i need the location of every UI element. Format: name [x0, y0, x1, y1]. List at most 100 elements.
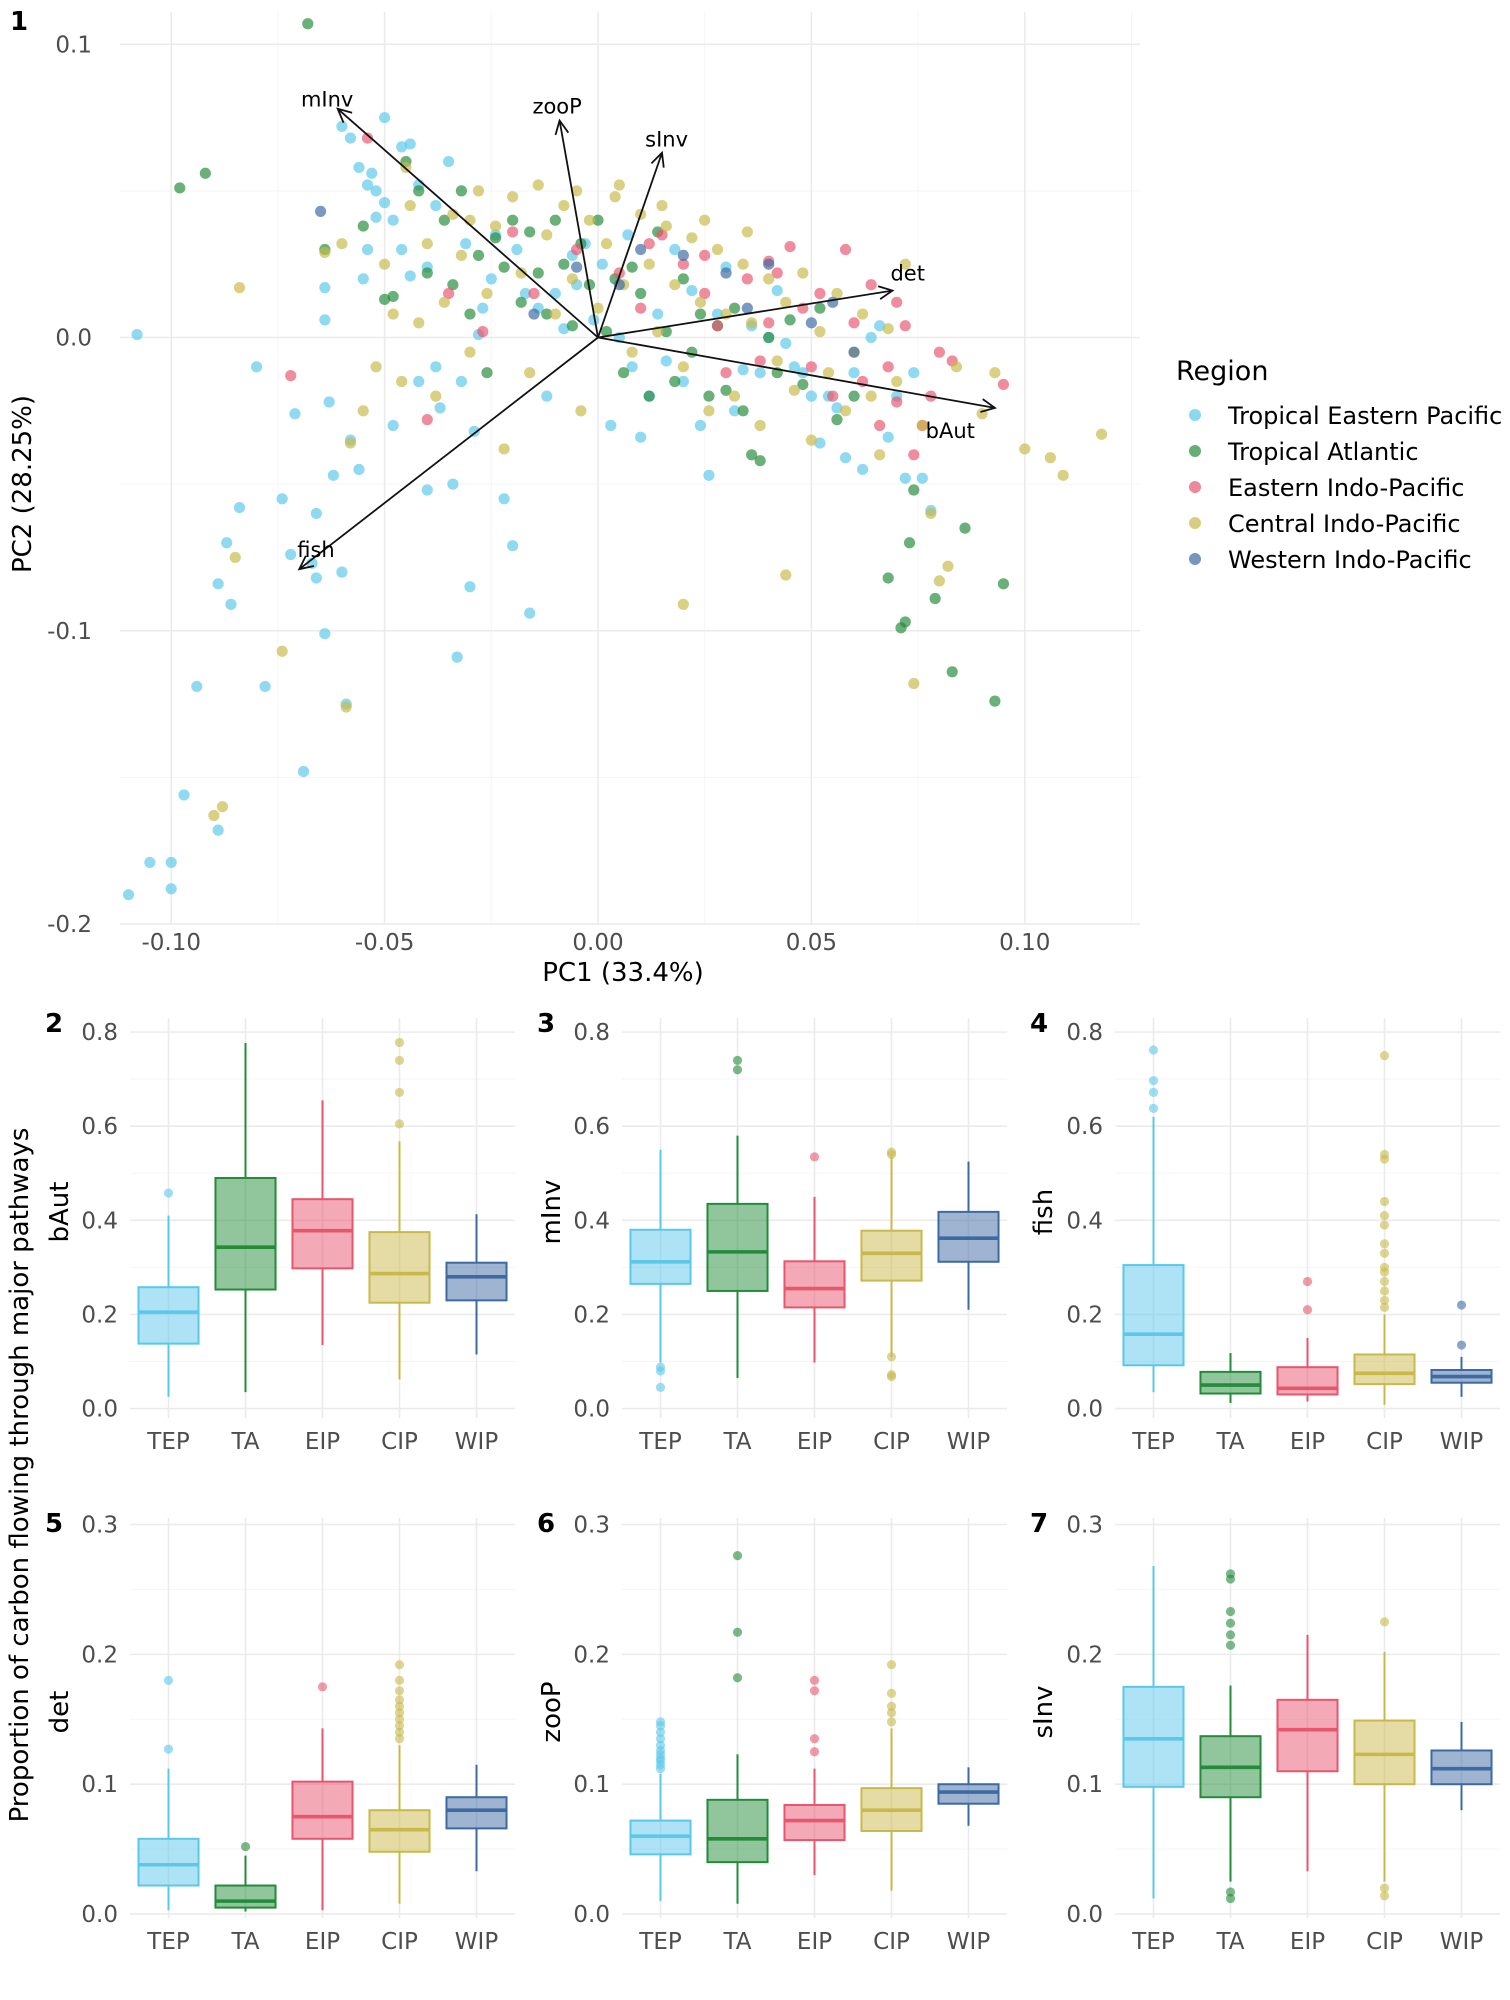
boxplot-panel-det: 5 det 0.0 0.1 0.2 0.3 TEP TA EIP CIP WIP: [45, 1509, 515, 1955]
box-eip: [291, 1198, 354, 1270]
outlier-ta: [240, 1841, 251, 1852]
panel-label-4: 4: [1030, 1009, 1048, 1039]
pca-point-tep: [379, 197, 391, 209]
outlier-cip: [1379, 1196, 1390, 1207]
legend-swatch-wip: [1189, 553, 1201, 565]
outlier-tep: [1148, 1103, 1159, 1113]
outlier-cip: [394, 1708, 405, 1718]
box-cip: [368, 1231, 431, 1304]
boxplot-panel-fish: 4 fish 0.0 0.2 0.4 0.6 0.8 TEP TA EIP CIP WIP: [1029, 1009, 1500, 1455]
outlier-eip: [809, 1152, 820, 1162]
outlier-tep: [1148, 1075, 1159, 1086]
outlier-tep: [655, 1382, 666, 1393]
pca-point-cip: [711, 243, 724, 256]
pca-point-ta: [455, 185, 468, 197]
pca-point-tep: [477, 302, 489, 314]
pca-point-tep: [485, 273, 497, 285]
pca-point-tep: [379, 111, 391, 124]
outlier-cip: [886, 1701, 897, 1711]
pca-point-eip: [677, 258, 689, 270]
pca-point-eip: [771, 267, 783, 279]
category-label-eip: EIP: [305, 1929, 340, 1955]
pca-point-tep: [677, 375, 689, 388]
pca-point-eip: [827, 390, 839, 402]
loading-label-mInv: mInv: [301, 88, 353, 112]
loading-arrowhead-mInv: [336, 107, 353, 123]
pca-point-cip: [1019, 443, 1031, 455]
pca-point-cip: [455, 249, 468, 261]
outlier-cip: [1379, 1883, 1390, 1893]
pca-point-tep: [344, 132, 357, 144]
panel-label-3: 3: [537, 1009, 555, 1039]
pca-point-ta: [746, 449, 758, 461]
boxplot-y-tick-label: 0.6: [81, 1114, 118, 1140]
pca-point-cip: [950, 361, 963, 373]
pca-point-tep: [361, 243, 374, 256]
pca-point-ta: [549, 214, 561, 226]
outlier-cip: [394, 1695, 405, 1705]
pca-point-cip: [686, 232, 698, 244]
outlier-eip: [809, 1747, 820, 1757]
pca-point-ta: [763, 331, 775, 344]
outlier-tep: [163, 1744, 174, 1754]
pca-point-wip: [571, 261, 583, 273]
pca-point-cip: [660, 220, 672, 232]
loading-arrow-det: [597, 289, 893, 339]
pca-point-cip: [677, 598, 689, 610]
pca-point-ta: [421, 267, 433, 279]
outlier-cip: [886, 1708, 897, 1718]
pca-point-ta: [814, 302, 826, 314]
pca-point-cip: [874, 449, 886, 461]
pca-point-cip: [780, 296, 792, 308]
boxplot-y-tick-label: 0.0: [573, 1397, 610, 1423]
outlier-eip: [809, 1686, 820, 1696]
pca-point-ta: [694, 308, 707, 320]
boxplot-y-title-bAut: bAut: [45, 1182, 75, 1243]
legend-label-eip: Eastern Indo-Pacific: [1228, 474, 1464, 502]
pca-point-tep: [310, 507, 322, 520]
category-label-ta: TA: [1216, 1429, 1245, 1455]
pca-point-cip: [754, 419, 766, 432]
category-label-eip: EIP: [1290, 1929, 1325, 1955]
outlier-ta: [732, 1055, 743, 1065]
outlier-tep: [1148, 1087, 1159, 1097]
pca-point-ta: [686, 346, 698, 358]
pca-point-tep: [498, 493, 510, 505]
boxplot-y-title-fish: fish: [1029, 1189, 1059, 1235]
legend-label-wip: Western Indo-Pacific: [1228, 546, 1472, 574]
pca-point-cip: [481, 287, 493, 300]
pca-point-eip: [865, 279, 877, 291]
pca-point-tep: [558, 323, 570, 335]
outlier-cip: [394, 1714, 405, 1724]
outlier-ta: [1225, 1887, 1236, 1897]
panel-label-1: 1: [10, 7, 28, 37]
boxplot-y-tick-label: 0.1: [81, 1772, 118, 1798]
outlier-cip: [1379, 1891, 1390, 1901]
pca-point-eip: [507, 226, 519, 238]
pca-point-cip: [404, 199, 416, 212]
pca-y-tick-label: 0.0: [55, 326, 92, 352]
category-label-cip: CIP: [873, 1429, 910, 1455]
loading-arrowhead-fish: [297, 555, 315, 571]
pca-point-cip: [771, 355, 783, 367]
pca-point-cip: [336, 238, 348, 250]
category-label-tep: TEP: [1131, 1429, 1175, 1455]
outlier-cip: [394, 1701, 405, 1711]
pca-point-cip: [357, 405, 369, 417]
outlier-cip: [1379, 1239, 1390, 1249]
pca-point-tep: [839, 452, 852, 464]
loading-arrowhead-det: [877, 285, 895, 300]
pca-point-cip: [989, 367, 1001, 379]
pca-point-tep: [327, 469, 339, 481]
outlier-cip: [886, 1370, 897, 1380]
pca-point-ta: [728, 302, 741, 314]
category-label-wip: WIP: [947, 1429, 991, 1455]
pca-point-cip: [344, 437, 357, 449]
legend-swatch-eip: [1189, 481, 1201, 493]
pca-point-tep: [754, 367, 766, 379]
pca-point-ta: [720, 384, 732, 396]
pca-point-tep: [711, 308, 724, 320]
outlier-wip: [1456, 1300, 1467, 1310]
category-label-tep: TEP: [146, 1429, 190, 1455]
pca-point-cip: [626, 346, 638, 358]
